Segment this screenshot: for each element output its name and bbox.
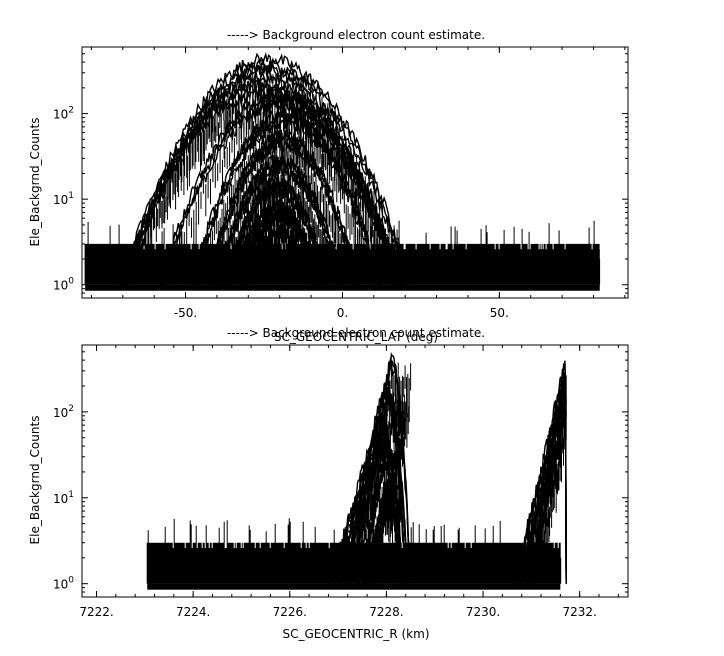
panel-1-ticks: -50. 0. 50. 100 101 102 [53, 46, 628, 320]
panel-1-frame [81, 46, 629, 299]
panel-2-frame [81, 344, 629, 598]
x-tick-label: 50. [490, 306, 509, 320]
noise-floor [85, 284, 600, 291]
arc-spikes [243, 212, 317, 285]
arc-series [159, 85, 400, 282]
panel-2-ylabel: Ele_Backgrnd_Counts [28, 416, 42, 545]
panel-radius: 7222. 7224. 7226. 7228. 7230. 7232.100101102 … [28, 326, 629, 641]
arc-series [191, 105, 381, 283]
panel-1-ylabel: Ele_Backgrnd_Counts [28, 118, 42, 247]
x-tick-label: 0. [337, 306, 348, 320]
arc-series [206, 128, 359, 283]
arc-series [122, 51, 412, 284]
ramp-spikes [530, 409, 567, 584]
y-tick-label: 100 [53, 576, 74, 592]
x-tick-label: 7222. [79, 605, 113, 619]
panel-2-xlabel: SC_GEOCENTRIC_R (km) [283, 627, 430, 641]
arc-series [225, 175, 328, 285]
panel-latitude: -----> Background electron count estimat… [28, 28, 629, 344]
arc-series [125, 63, 403, 285]
panel-2-ticks: 7222. 7224. 7226. 7228. 7230. 7232. 100 101 102 [53, 344, 628, 619]
x-tick-label: 7232. [563, 605, 597, 619]
arc-series [216, 154, 344, 284]
ramp-series [511, 363, 567, 584]
arc-series [241, 201, 318, 283]
panel-1-arcs [119, 51, 413, 286]
x-tick-label: 7226. [273, 605, 307, 619]
y-tick-label: 101 [53, 191, 74, 207]
x-tick-label: 7230. [466, 605, 500, 619]
y-tick-label: 101 [53, 490, 74, 506]
arc-series [241, 206, 318, 286]
arc-series [160, 91, 399, 286]
ramp-series [525, 400, 567, 585]
panel-2-title: -----> Background electron count estimat… [227, 326, 485, 340]
ramp-spikes [367, 492, 402, 584]
x-tick-label: 7228. [369, 605, 403, 619]
ramp-series [516, 371, 567, 584]
noise-floor [147, 583, 561, 590]
panel-1-xlabel: SC_GEOCENTRIC_LAT (deg) [274, 330, 438, 344]
x-tick-label: -50. [174, 306, 197, 320]
y-tick-label: 100 [53, 277, 74, 293]
y-tick-label: 102 [53, 404, 74, 420]
y-tick-label: 102 [53, 106, 74, 122]
panel-2-ramps [327, 351, 567, 587]
panel-1-title: -----> Background electron count estimat… [227, 28, 485, 42]
x-tick-label: 7224. [176, 605, 210, 619]
